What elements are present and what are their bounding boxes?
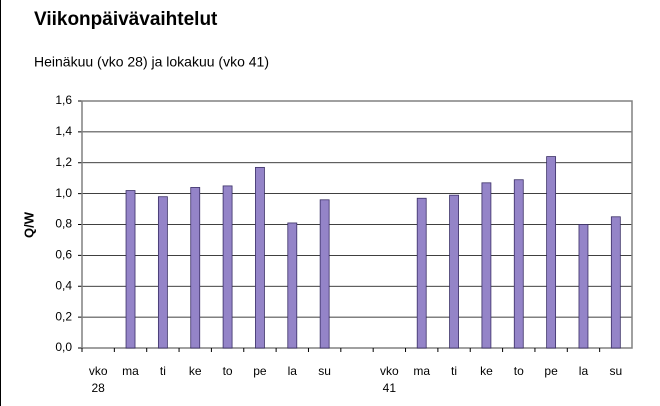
y-tick-label: 1,6 xyxy=(55,93,72,107)
x-tick-label: to xyxy=(222,364,233,378)
y-tick-label: 0,6 xyxy=(55,248,72,262)
bar xyxy=(157,196,168,349)
bar xyxy=(125,190,136,349)
bar xyxy=(222,185,233,349)
y-tick-label: 0,0 xyxy=(55,340,72,354)
x-tick-label: pe xyxy=(253,364,267,378)
x-tick-label: su xyxy=(318,364,331,378)
x-tick-label: ke xyxy=(480,364,493,378)
y-tick-label: 0,2 xyxy=(55,309,72,323)
bar xyxy=(449,194,459,349)
x-tick-label: ti xyxy=(451,364,458,378)
y-tick-label: 0,8 xyxy=(55,217,72,231)
chart-subtitle: Heinäkuu (vko 28) ja lokakuu (vko 41) xyxy=(34,54,269,70)
bar xyxy=(255,166,265,349)
bar xyxy=(610,216,621,349)
chart-title: Viikonpäivävaihtelut xyxy=(34,9,218,30)
bar xyxy=(546,156,557,349)
bar xyxy=(578,224,589,349)
y-axis-label: Q/W xyxy=(21,211,36,238)
x-tick-label: to xyxy=(513,364,524,378)
x-tick-label: pe xyxy=(544,364,558,378)
y-tick-label: 0,4 xyxy=(55,278,72,292)
x-tick-label: la xyxy=(578,364,589,378)
x-tick-label: ke xyxy=(188,364,202,378)
x-tick-label: la xyxy=(287,364,297,378)
x-tick-label: vko 41 xyxy=(380,364,399,395)
x-tick-label: ma xyxy=(122,364,139,378)
plot-border xyxy=(81,100,633,349)
x-tick-label: ma xyxy=(413,364,431,378)
bar xyxy=(416,197,427,349)
y-tick-label: 1,4 xyxy=(55,124,72,138)
bar xyxy=(190,187,201,349)
y-tick-label: 1,0 xyxy=(55,186,72,200)
x-tick-label: ti xyxy=(159,364,166,378)
bar xyxy=(481,182,492,349)
y-tick-label: 1,2 xyxy=(55,155,72,169)
x-tick-label: vko 28 xyxy=(88,364,108,395)
bar xyxy=(513,179,524,349)
bar xyxy=(287,222,298,349)
bar xyxy=(319,199,330,349)
x-tick-label: su xyxy=(609,364,623,378)
